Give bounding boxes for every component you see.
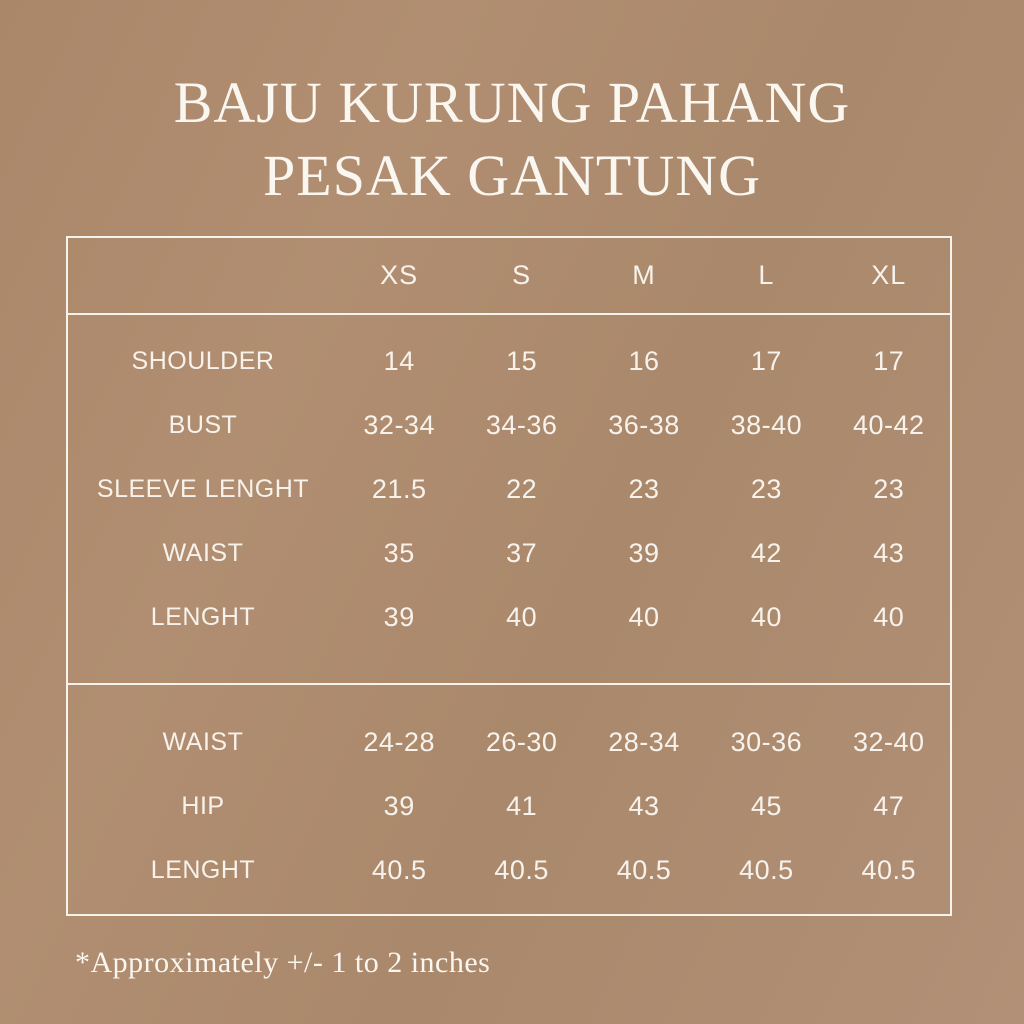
size-value: 21.5 bbox=[371, 473, 427, 504]
size-value: 23 bbox=[628, 473, 660, 504]
title-line-2: PESAK GANTUNG bbox=[263, 143, 761, 208]
row-label: WAIST bbox=[162, 727, 244, 756]
row-label: WAIST bbox=[162, 538, 244, 567]
row-label: SLEEVE LENGHT bbox=[96, 474, 310, 503]
row-label: HIP bbox=[181, 791, 225, 820]
size-value: 40 bbox=[628, 601, 660, 632]
table-row-lenght-bottom: LENGHT 40.5 40.5 40.5 40.5 40.5 bbox=[68, 838, 950, 902]
size-value: 34-36 bbox=[485, 409, 558, 440]
row-label: SHOULDER bbox=[131, 346, 275, 375]
size-value: 43 bbox=[628, 790, 660, 821]
size-value: 32-40 bbox=[853, 726, 925, 757]
page-title: BAJU KURUNG PAHANG PESAK GANTUNG bbox=[0, 66, 1024, 212]
size-value: 47 bbox=[873, 790, 905, 821]
size-value: 15 bbox=[506, 345, 538, 376]
size-value: 35 bbox=[383, 537, 415, 568]
size-value: 30-36 bbox=[730, 726, 803, 757]
column-header-xl: XL bbox=[871, 260, 907, 290]
size-value: 32-34 bbox=[363, 409, 435, 440]
size-value: 28-34 bbox=[608, 726, 680, 757]
size-value: 45 bbox=[750, 790, 782, 821]
size-header-row: XS S M L XL bbox=[68, 238, 950, 315]
size-value: 40.5 bbox=[494, 854, 549, 885]
size-value: 40 bbox=[750, 601, 782, 632]
size-value: 40.5 bbox=[861, 854, 917, 885]
title-line-1: BAJU KURUNG PAHANG bbox=[173, 70, 851, 135]
size-value: 41 bbox=[506, 790, 538, 821]
size-value: 24-28 bbox=[363, 726, 435, 757]
top-measurements-section: SHOULDER 14 15 16 17 17 BUST 32-34 34-36… bbox=[68, 315, 950, 683]
size-value: 22 bbox=[506, 473, 538, 504]
size-value: 39 bbox=[383, 601, 415, 632]
size-value: 40.5 bbox=[616, 854, 672, 885]
table-row-bust: BUST 32-34 34-36 36-38 38-40 40-42 bbox=[68, 393, 950, 457]
size-value: 39 bbox=[628, 537, 660, 568]
size-value: 23 bbox=[750, 473, 782, 504]
size-value: 14 bbox=[383, 345, 415, 376]
table-row-shoulder: SHOULDER 14 15 16 17 17 bbox=[68, 329, 950, 393]
size-value: 26-30 bbox=[485, 726, 558, 757]
size-value: 23 bbox=[873, 473, 905, 504]
size-value: 16 bbox=[628, 345, 660, 376]
row-label: LENGHT bbox=[150, 855, 256, 884]
size-value: 42 bbox=[750, 537, 782, 568]
size-value: 40 bbox=[506, 601, 538, 632]
size-value: 37 bbox=[506, 537, 538, 568]
footnote: *Approximately +/- 1 to 2 inches bbox=[75, 946, 491, 979]
column-header-l: L bbox=[758, 260, 775, 290]
column-header-m: M bbox=[632, 260, 656, 290]
size-value: 36-38 bbox=[608, 409, 680, 440]
table-row-waist-bottom: WAIST 24-28 26-30 28-34 30-36 32-40 bbox=[68, 710, 950, 774]
size-value: 40-42 bbox=[853, 409, 925, 440]
column-header-s: S bbox=[512, 260, 532, 290]
table-row-sleeve-lenght: SLEEVE LENGHT 21.5 22 23 23 23 bbox=[68, 457, 950, 521]
row-label: LENGHT bbox=[150, 602, 256, 631]
size-chart-table: XS S M L XL SHOULDER 14 15 16 17 17 BUST… bbox=[66, 236, 952, 916]
size-value: 43 bbox=[873, 537, 905, 568]
size-value: 17 bbox=[873, 345, 905, 376]
size-value: 17 bbox=[750, 345, 782, 376]
size-value: 40.5 bbox=[371, 854, 427, 885]
size-value: 40.5 bbox=[739, 854, 794, 885]
size-value: 38-40 bbox=[730, 409, 803, 440]
row-label: BUST bbox=[168, 410, 238, 439]
bottom-measurements-section: WAIST 24-28 26-30 28-34 30-36 32-40 HIP … bbox=[68, 683, 950, 914]
column-header-xs: XS bbox=[380, 260, 419, 290]
table-row-lenght: LENGHT 39 40 40 40 40 bbox=[68, 585, 950, 649]
table-row-waist: WAIST 35 37 39 42 43 bbox=[68, 521, 950, 585]
size-value: 40 bbox=[873, 601, 905, 632]
table-row-hip: HIP 39 41 43 45 47 bbox=[68, 774, 950, 838]
size-value: 39 bbox=[383, 790, 415, 821]
